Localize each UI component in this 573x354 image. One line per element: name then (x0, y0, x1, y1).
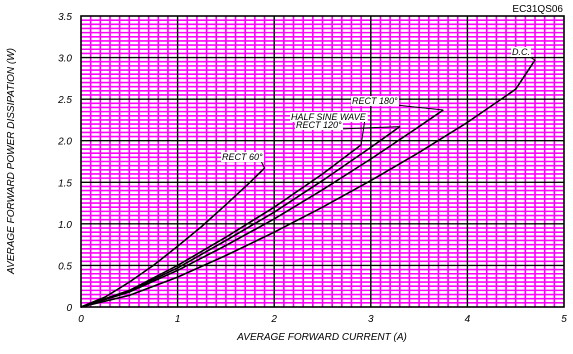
y-axis-ticks: 0 0.5 1.0 1.5 2.0 2.5 3.0 3.5 (57, 12, 72, 314)
y-tick-label: 0.5 (58, 261, 72, 272)
y-tick-label: 1.5 (58, 178, 72, 189)
x-tick-label: 1 (175, 314, 181, 325)
plot-border (80, 15, 565, 308)
series-label: RECT 60° (222, 152, 263, 162)
part-number-label: EC31QS06 (512, 4, 563, 15)
y-tick-label: 1.0 (58, 220, 72, 231)
series-label-leader (360, 120, 366, 145)
series-label: RECT 120° (296, 120, 342, 130)
y-tick-label: 2.0 (57, 137, 72, 148)
series-label-background (221, 152, 265, 162)
x-tick-label: 5 (561, 314, 567, 325)
x-tick-label: 2 (270, 314, 277, 325)
series-label: HALF SINE WAVE (291, 112, 367, 122)
plot-area (80, 15, 565, 308)
y-tick-label: 3.5 (58, 12, 72, 23)
x-tick-label: 3 (368, 314, 374, 325)
series-label-leader (260, 160, 265, 169)
series-label-leader (339, 126, 400, 130)
y-axis-title: AVERAGE FORWARD POWER DISSIPATION (W) (6, 48, 17, 275)
series-label-leader (395, 104, 444, 111)
y-tick-label: 3.0 (58, 54, 72, 65)
series-label-background (511, 47, 531, 57)
x-tick-label: 4 (465, 314, 471, 325)
y-tick-label: 0 (66, 303, 72, 314)
x-axis-ticks: 0 1 2 3 4 5 (78, 314, 567, 325)
series-line (80, 167, 266, 308)
series-line (80, 109, 444, 308)
x-axis-title: AVERAGE FORWARD CURRENT (A) (236, 332, 407, 343)
series-label-background (290, 112, 368, 122)
series-line (80, 125, 401, 308)
series-line (80, 59, 536, 308)
series-label: RECT 180° (352, 96, 398, 106)
series-label-background (295, 120, 344, 130)
series-label: D.C. (512, 47, 530, 57)
series-label-background (351, 96, 400, 106)
y-tick-label: 2.5 (57, 95, 72, 106)
x-tick-label: 0 (78, 314, 84, 325)
series-lines (80, 59, 536, 308)
